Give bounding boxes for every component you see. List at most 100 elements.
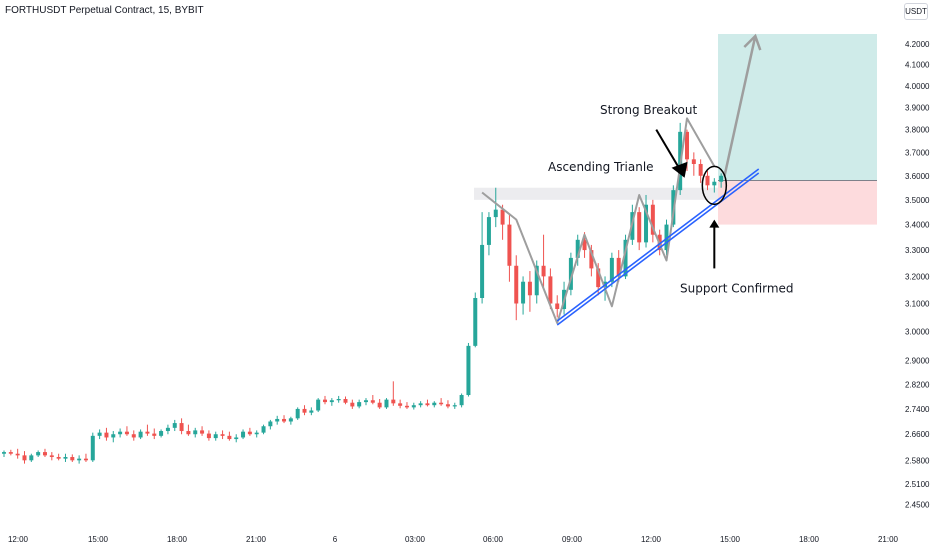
candle-down	[500, 209, 505, 225]
x-tick-label: 09:00	[562, 535, 583, 544]
candle-up	[138, 431, 143, 438]
candle-up	[2, 452, 6, 454]
stop-zone	[718, 180, 877, 225]
candle-down	[8, 452, 13, 454]
trendline-lower-rail	[556, 172, 760, 326]
y-tick-label: 3.0000	[905, 327, 930, 336]
x-tick-label: 18:00	[167, 535, 188, 544]
y-tick-label: 2.4500	[905, 500, 930, 509]
annotation-ascending-triangle: Ascending Trianle	[548, 160, 654, 174]
candle-down	[705, 175, 710, 186]
y-tick-label: 2.5800	[905, 456, 930, 465]
y-tick-label: 2.6600	[905, 430, 930, 439]
candle-up	[234, 437, 239, 440]
currency-badge[interactable]: USDT	[904, 3, 928, 20]
x-tick-label: 12:00	[641, 535, 662, 544]
candle-down	[247, 431, 252, 435]
y-tick-label: 3.4000	[905, 221, 930, 230]
candle-up	[568, 257, 573, 290]
candle-up	[664, 224, 669, 251]
candle-up	[623, 239, 628, 277]
candle-down	[145, 431, 150, 434]
annotation-strong-breakout: Strong Breakout	[600, 103, 697, 117]
annotation-support-confirmed: Support Confirmed	[680, 282, 794, 296]
chart-title: FORTHUSDT Perpetual Contract, 15, BYBIT	[5, 5, 204, 16]
y-tick-label: 3.5000	[905, 196, 930, 205]
y-tick-label: 4.1000	[905, 61, 930, 70]
candle-down	[685, 131, 689, 160]
candle-up	[29, 455, 34, 461]
candle-down	[350, 402, 355, 407]
candle-down	[425, 403, 430, 406]
candle-up	[63, 457, 68, 459]
candle-up	[36, 452, 41, 456]
candle-up	[459, 395, 464, 406]
candle-down	[186, 431, 191, 435]
candle-down	[227, 435, 232, 440]
candle-down	[282, 418, 287, 422]
candle-up	[363, 400, 368, 403]
projection-arrow-head	[743, 33, 762, 51]
x-tick-label: 03:00	[405, 535, 426, 544]
candle-down	[22, 455, 27, 461]
candle-down	[691, 159, 696, 164]
candle-down	[56, 457, 61, 459]
candle-down	[15, 453, 20, 456]
candle-down	[514, 265, 519, 304]
candle-down	[616, 257, 621, 277]
y-tick-label: 3.1000	[905, 299, 930, 308]
candle-up	[486, 217, 491, 245]
candle-up	[309, 410, 314, 413]
y-tick-label: 3.7000	[905, 148, 930, 157]
y-tick-label: 2.8200	[905, 380, 930, 389]
candle-up	[411, 405, 416, 408]
candle-down	[404, 405, 409, 408]
candle-up	[644, 204, 649, 243]
candle-up	[418, 403, 423, 406]
candle-up	[473, 298, 478, 346]
candle-down	[152, 433, 157, 436]
target-zone	[718, 34, 877, 181]
candle-up	[77, 458, 82, 461]
y-tick-label: 3.6000	[905, 172, 930, 181]
candle-up	[712, 181, 717, 186]
candle-up	[165, 427, 170, 432]
candle-up	[521, 281, 526, 304]
candle-up	[316, 399, 321, 411]
y-tick-label: 2.5100	[905, 480, 930, 489]
candle-up	[275, 418, 280, 422]
candle-down	[548, 276, 553, 304]
y-tick-label: 2.9000	[905, 356, 930, 365]
candle-down	[179, 423, 184, 432]
candle-up	[118, 431, 123, 435]
candle-down	[391, 399, 396, 404]
candle-down	[445, 404, 450, 407]
candle-up	[329, 400, 334, 403]
y-tick-label: 4.0000	[905, 82, 930, 91]
candle-up	[480, 244, 485, 299]
candle-up	[575, 239, 580, 258]
candle-down	[541, 265, 546, 277]
candle-down	[637, 212, 642, 243]
candle-up	[159, 431, 164, 436]
candle-down	[49, 455, 54, 458]
support-arrow-head	[709, 219, 720, 228]
candle-down	[650, 204, 655, 235]
candle-up	[452, 405, 457, 407]
x-tick-label: 21:00	[246, 535, 267, 544]
candle-up	[241, 431, 246, 438]
y-tick-label: 3.3000	[905, 246, 930, 255]
x-tick-label: 15:00	[720, 535, 741, 544]
candle-down	[370, 400, 375, 403]
candle-up	[261, 426, 266, 433]
candle-down	[104, 432, 109, 438]
candle-up	[609, 257, 614, 282]
candle-down	[70, 457, 75, 461]
x-tick-label: 21:00	[878, 535, 899, 544]
candle-down	[555, 303, 560, 310]
candle-up	[295, 408, 300, 419]
x-tick-label: 18:00	[799, 535, 820, 544]
candle-up	[90, 435, 95, 461]
